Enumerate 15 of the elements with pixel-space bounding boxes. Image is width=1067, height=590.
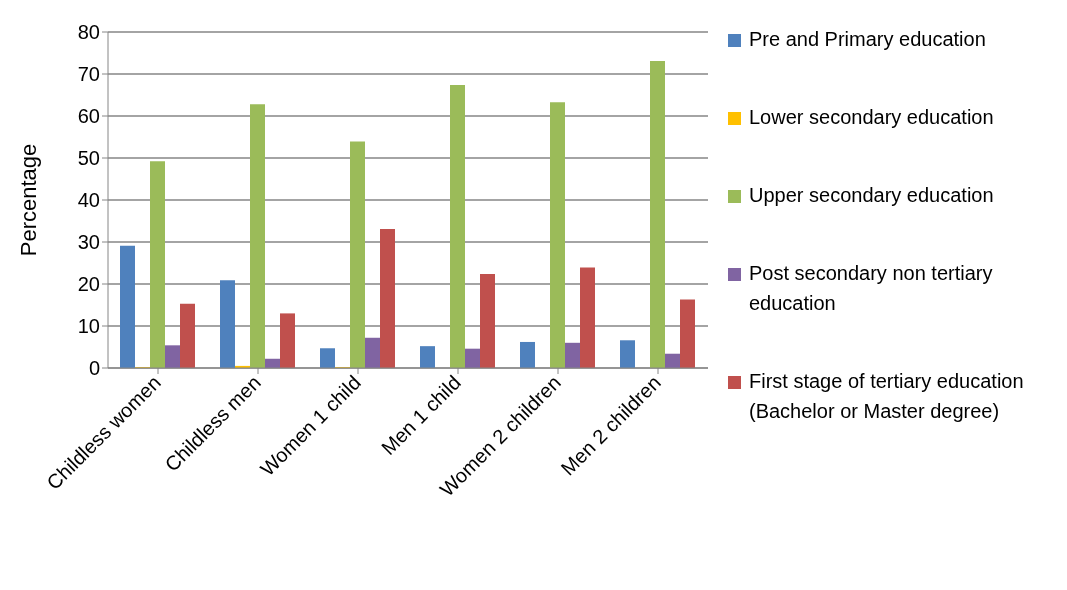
legend-label: Post secondary non tertiary education — [749, 261, 994, 316]
y-tick-label: 40 — [77, 189, 100, 212]
legend-label: Pre and Primary education — [749, 27, 986, 52]
y-tick-label: 50 — [77, 147, 100, 170]
y-tick-label: 0 — [88, 357, 100, 380]
y-tick-label: 20 — [77, 273, 100, 296]
y-tick-label: 60 — [77, 105, 100, 128]
y-tick-label: 80 — [77, 21, 100, 44]
y-tick-label: 70 — [77, 63, 100, 86]
legend-label: Upper secondary education — [749, 183, 994, 208]
y-axis-title: Percentage — [15, 143, 41, 257]
y-tick-label: 10 — [77, 315, 100, 338]
y-tick-label: 30 — [77, 231, 100, 254]
legend-label: First stage of tertiary education (Bachelor or Master degree) — [749, 369, 1025, 424]
legend-label: Lower secondary education — [749, 105, 994, 130]
